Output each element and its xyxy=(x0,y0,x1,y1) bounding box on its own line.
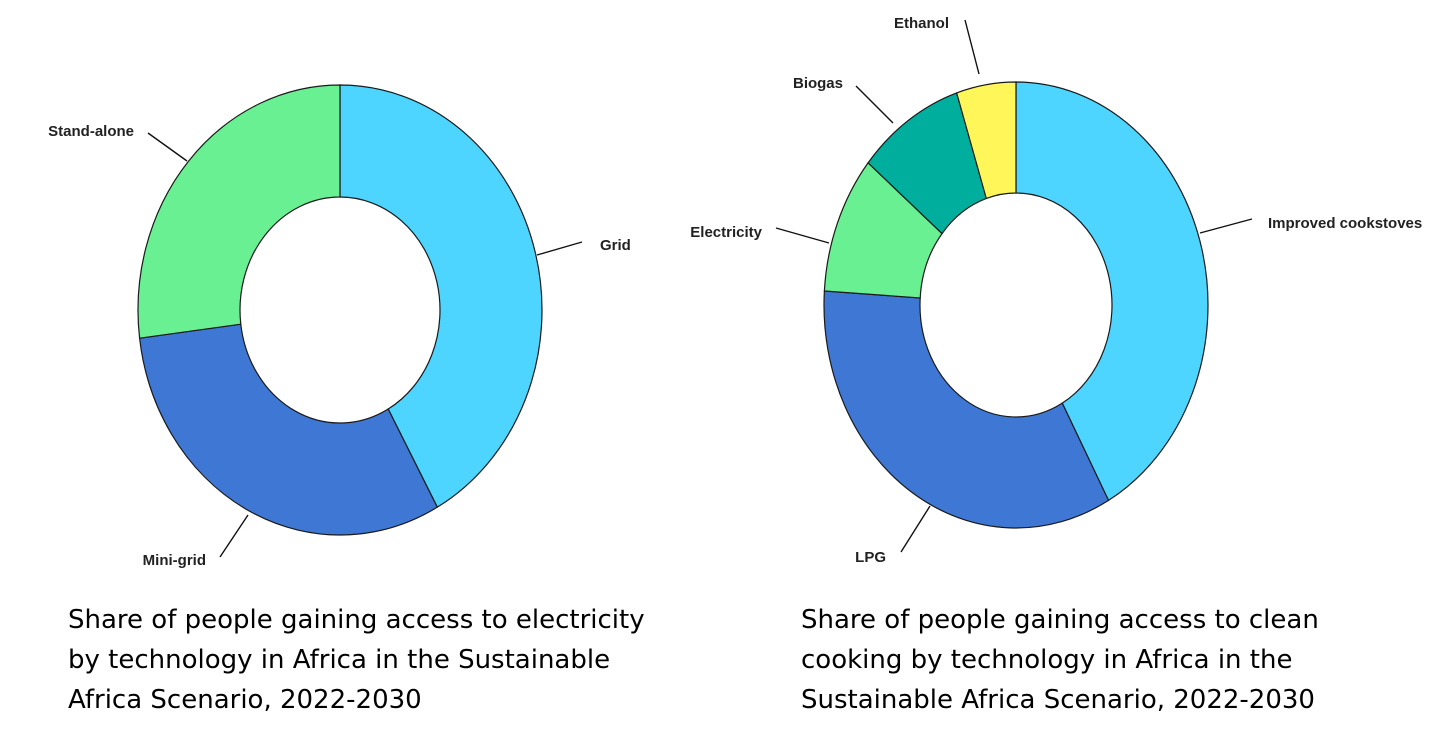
caption-line: Share of people gaining access to electr… xyxy=(68,605,645,635)
slice-stand-alone xyxy=(137,84,341,339)
slice-improved-cookstoves xyxy=(1015,81,1209,502)
leader-line-biogas xyxy=(855,85,894,124)
leader-line-mini-grid xyxy=(219,514,249,558)
electricity-donut-chart: Grid Mini-grid Stand-alone xyxy=(48,84,631,569)
slice-label-biogas: Biogas xyxy=(793,75,843,92)
slice-mini-grid xyxy=(138,323,439,536)
slice-lpg xyxy=(823,290,1110,529)
slice-label-grid: Grid xyxy=(600,237,631,254)
leader-line-lpg xyxy=(900,505,931,553)
caption-line: Share of people gaining access to clean xyxy=(801,605,1319,635)
leader-line-stand-alone xyxy=(147,132,188,162)
electricity-chart-caption: Share of people gaining access to electr… xyxy=(68,600,668,720)
caption-line: cooking by technology in Africa in the xyxy=(801,645,1293,675)
slice-label-mini-grid: Mini-grid xyxy=(143,552,206,569)
cooking-chart-caption: Share of people gaining access to clean … xyxy=(801,600,1401,720)
leader-line-improved-cookstoves xyxy=(1199,218,1253,234)
slice-label-lpg: LPG xyxy=(855,549,886,566)
caption-line: by technology in Africa in the Sustainab… xyxy=(68,645,611,675)
slice-label-ethanol: Ethanol xyxy=(894,15,949,32)
leader-line-ethanol xyxy=(964,19,980,75)
slice-label-stand-alone: Stand-alone xyxy=(48,123,134,140)
caption-line: Africa Scenario, 2022-2030 xyxy=(68,685,422,715)
caption-line: Sustainable Africa Scenario, 2022-2030 xyxy=(801,685,1315,715)
cooking-donut-chart: Improved cookstoves LPG Electricity Biogas E… xyxy=(690,15,1422,566)
slice-label-electricity: Electricity xyxy=(690,224,762,241)
slice-label-improved-cookstoves: Improved cookstoves xyxy=(1268,215,1422,232)
leader-line-electricity xyxy=(775,227,830,244)
slice-ethanol xyxy=(955,81,1017,200)
leader-line-grid xyxy=(536,241,583,256)
slice-grid xyxy=(339,84,543,509)
charts-canvas: Grid Mini-grid Stand-alone Improved cookst… xyxy=(48,15,1422,569)
